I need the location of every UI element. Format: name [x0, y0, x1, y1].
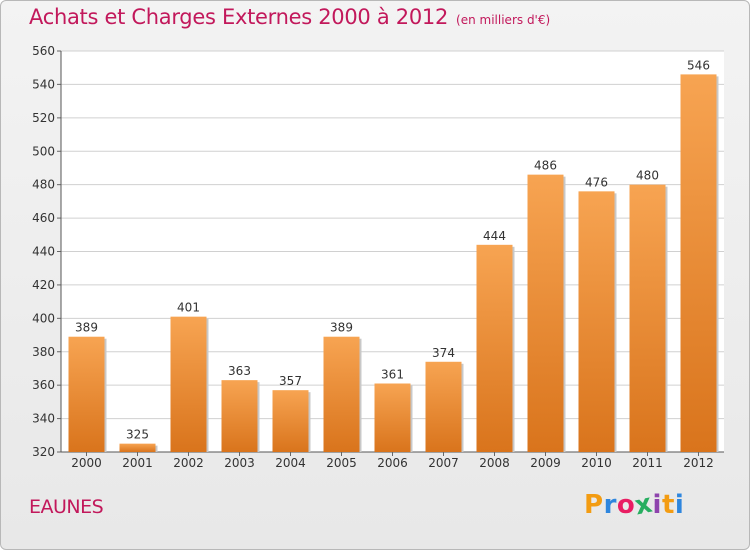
- y-tick-label: 520: [32, 111, 55, 125]
- y-tick-label: 460: [32, 211, 55, 225]
- y-tick-label: 400: [32, 311, 55, 325]
- logo-letter: i: [652, 490, 662, 520]
- place-name: EAUNES: [29, 496, 104, 518]
- bar: [170, 316, 207, 452]
- bar: [629, 184, 666, 452]
- x-tick-label: 2002: [173, 456, 204, 470]
- logo-letter: r: [603, 490, 617, 520]
- x-tick-label: 2000: [71, 456, 102, 470]
- data-label: 361: [381, 367, 404, 381]
- x-tick-label: 2004: [275, 456, 306, 470]
- bar: [425, 361, 462, 452]
- proxiti-logo: Proxiti: [584, 489, 685, 522]
- data-label: 546: [687, 58, 710, 72]
- y-tick-label: 480: [32, 178, 55, 192]
- chart-title-text: Achats et Charges Externes 2000 à 2012: [29, 5, 449, 29]
- data-label: 325: [126, 428, 149, 442]
- x-tick-label: 2007: [428, 456, 459, 470]
- bar: [527, 174, 564, 452]
- bar: [272, 390, 309, 452]
- bar: [476, 244, 513, 452]
- x-tick-label: 2001: [122, 456, 153, 470]
- data-label: 374: [432, 346, 455, 360]
- chart-title: Achats et Charges Externes 2000 à 2012 (e…: [29, 5, 550, 29]
- bar: [221, 380, 258, 452]
- y-tick-label: 440: [32, 245, 55, 259]
- bar: [374, 383, 411, 452]
- x-tick-label: 2003: [224, 456, 255, 470]
- data-label: 480: [636, 169, 659, 183]
- x-tick-label: 2009: [530, 456, 561, 470]
- x-tick-label: 2010: [581, 456, 612, 470]
- data-label: 444: [483, 229, 506, 243]
- chart-unit: (en milliers d'€): [456, 13, 551, 27]
- logo-letter: o: [616, 490, 636, 520]
- data-label: 401: [177, 301, 200, 315]
- logo-letter: t: [661, 490, 675, 520]
- data-label: 363: [228, 364, 251, 378]
- y-tick-label: 540: [32, 77, 55, 91]
- y-tick-label: 420: [32, 278, 55, 292]
- data-label: 476: [585, 175, 608, 189]
- x-tick-label: 2006: [377, 456, 408, 470]
- bar: [119, 443, 156, 452]
- y-tick-label: 380: [32, 345, 55, 359]
- x-tick-label: 2012: [683, 456, 714, 470]
- data-label: 389: [330, 321, 353, 335]
- logo-letter: P: [584, 490, 604, 520]
- bar: [680, 74, 717, 453]
- data-label: 357: [279, 374, 302, 388]
- data-label: 389: [75, 321, 98, 335]
- logo-letter: i: [674, 490, 685, 520]
- y-tick-label: 340: [32, 412, 55, 426]
- y-tick-label: 560: [32, 44, 55, 58]
- x-tick-label: 2005: [326, 456, 357, 470]
- x-tick-label: 2008: [479, 456, 510, 470]
- y-tick-label: 320: [32, 445, 55, 459]
- x-tick-label: 2011: [632, 456, 663, 470]
- bar: [578, 191, 615, 452]
- y-tick-label: 360: [32, 378, 55, 392]
- bar: [323, 336, 360, 452]
- data-label: 486: [534, 159, 557, 173]
- bar: [68, 336, 105, 452]
- y-tick-label: 500: [32, 144, 55, 158]
